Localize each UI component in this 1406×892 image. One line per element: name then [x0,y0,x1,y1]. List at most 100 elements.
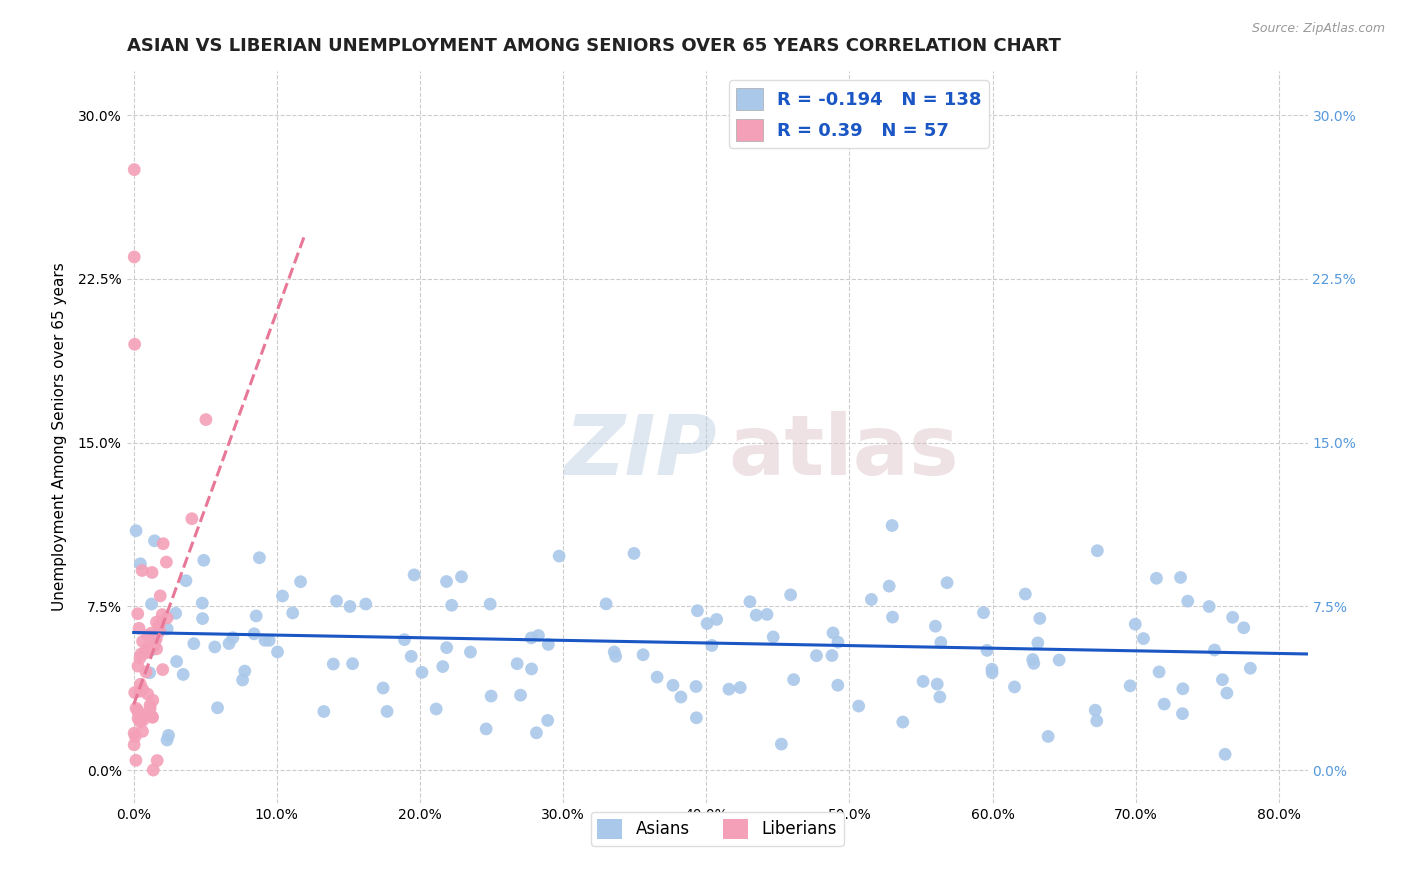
Point [146,626,169,640]
Point [141,642,163,657]
Point [243,627,266,641]
Point [141,597,163,611]
Point [860,592,883,607]
Point [827,635,849,649]
Point [479,689,502,703]
Point [686,604,709,618]
Point [1211,673,1233,687]
Point [685,711,707,725]
Point [1198,599,1220,614]
Point [981,665,1004,680]
Point [325,594,347,608]
Point [129,557,152,571]
Point [125,524,148,538]
Point [312,705,335,719]
Point [128,621,150,635]
Point [354,597,377,611]
Point [245,609,267,624]
Point [848,699,870,714]
Point [129,651,152,665]
Point [645,670,668,684]
Point [143,634,166,648]
Point [782,673,804,687]
Point [141,626,163,640]
Text: Source: ZipAtlas.com: Source: ZipAtlas.com [1251,22,1385,36]
Point [717,682,740,697]
Point [631,648,654,662]
Point [1146,571,1168,585]
Point [475,722,498,736]
Point [127,659,149,673]
Point [527,628,550,642]
Text: atlas: atlas [728,411,960,492]
Point [339,599,361,614]
Point [132,713,155,727]
Point [882,610,904,624]
Point [156,611,179,625]
Point [139,698,162,713]
Point [928,690,950,704]
Point [976,643,998,657]
Point [124,729,146,743]
Point [193,553,215,567]
Point [135,646,157,660]
Point [399,649,422,664]
Point [436,640,458,655]
Point [779,588,801,602]
Point [174,574,197,588]
Point [142,710,165,724]
Point [1153,697,1175,711]
Point [142,693,165,707]
Point [1022,652,1045,666]
Point [281,606,304,620]
Point [411,665,433,680]
Point [436,574,458,589]
Point [124,337,146,351]
Point [136,628,159,642]
Point [141,709,163,723]
Point [756,607,779,622]
Point [172,667,194,681]
Point [127,711,149,725]
Point [509,688,531,702]
Point [821,626,844,640]
Point [131,564,153,578]
Point [762,630,785,644]
Point [394,632,416,647]
Point [165,607,187,621]
Point [745,608,768,623]
Point [770,737,793,751]
Point [127,607,149,621]
Point [149,624,172,639]
Point [1222,610,1244,624]
Point [204,640,226,654]
Point [440,599,463,613]
Point [232,673,254,687]
Point [980,662,1002,676]
Point [1084,703,1107,717]
Point [1216,686,1239,700]
Point [156,622,179,636]
Point [479,597,502,611]
Point [1029,611,1052,625]
Point [134,645,156,659]
Point [139,701,162,715]
Point [142,763,165,777]
Point [138,665,160,680]
Point [929,635,952,649]
Point [145,615,167,629]
Point [125,701,148,715]
Point [520,631,543,645]
Point [233,664,256,678]
Point [152,663,174,677]
Point [152,537,174,551]
Point [342,657,364,671]
Point [696,616,718,631]
Point [148,618,170,632]
Point [155,555,177,569]
Y-axis label: Unemployment Among Seniors over 65 years: Unemployment Among Seniors over 65 years [52,263,66,611]
Point [1004,680,1026,694]
Point [141,566,163,580]
Point [266,645,288,659]
Point [191,611,214,625]
